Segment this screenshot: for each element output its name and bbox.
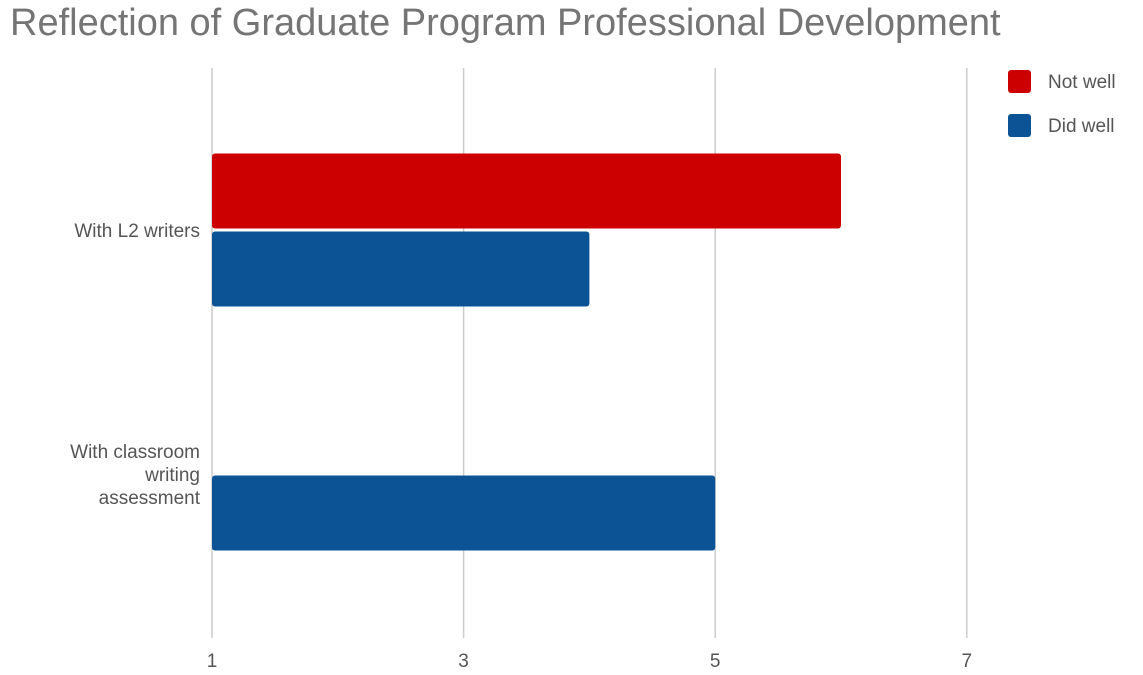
x-tick-label: 3 — [458, 651, 469, 672]
category-label: With classroom — [70, 442, 200, 463]
x-tick-label: 7 — [962, 651, 973, 672]
legend-swatch — [1008, 114, 1031, 137]
x-tick-label: 1 — [207, 651, 218, 672]
legend-swatch — [1008, 70, 1031, 93]
legend-label: Not well — [1048, 72, 1116, 93]
category-label: writing — [144, 465, 200, 486]
category-label: assessment — [99, 488, 201, 509]
chart-title: Reflection of Graduate Program Professio… — [10, 2, 1001, 44]
x-tick-label: 5 — [710, 651, 721, 672]
bar-not-well-0 — [212, 153, 841, 229]
category-label: With L2 writers — [74, 221, 200, 242]
bar-did-well-0 — [212, 231, 590, 307]
bars — [212, 153, 841, 551]
y-axis-categories: With L2 writers With classroomwritingasse… — [70, 221, 201, 509]
bar-did-well-1 — [212, 475, 716, 551]
legend-label: Did well — [1048, 116, 1115, 137]
x-axis-ticks: 1 3 5 7 — [207, 651, 972, 672]
legend: Not well Did well — [1008, 70, 1116, 137]
